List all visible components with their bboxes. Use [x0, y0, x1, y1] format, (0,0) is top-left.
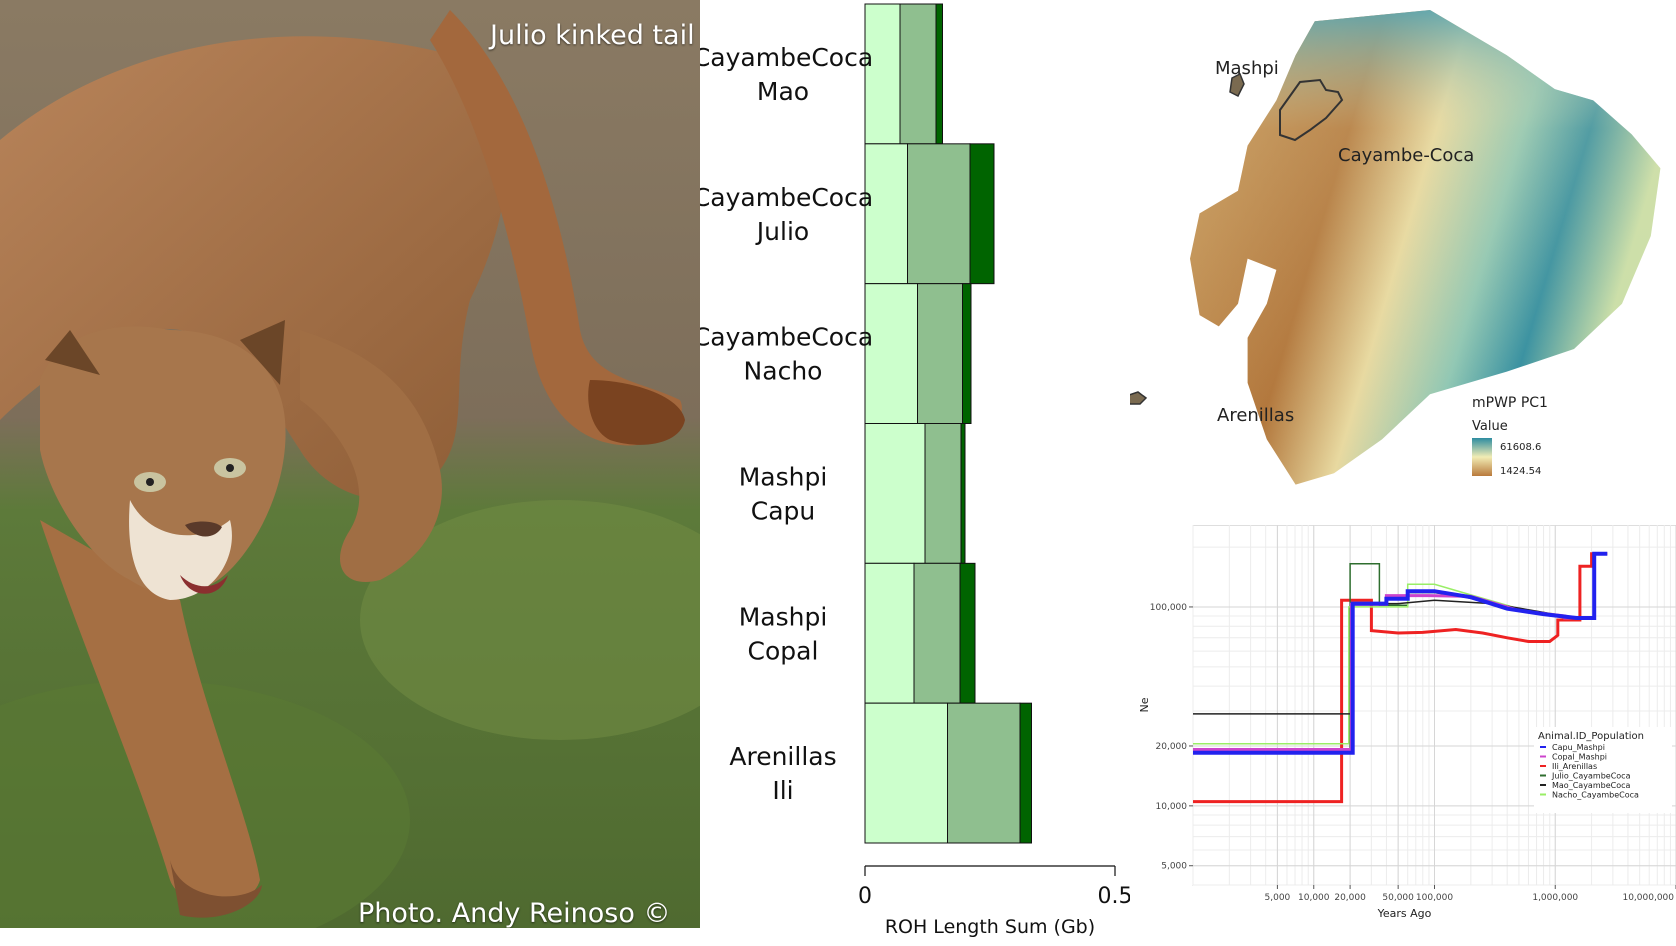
roh-bar-segment	[899, 3, 937, 145]
psmc-y-tick-label: 100,000	[1150, 603, 1187, 613]
psmc-x-tick-label: 10,000	[1298, 893, 1330, 903]
photo-title: Julio kinked tail	[490, 20, 695, 51]
roh-category-label: Copal	[748, 636, 819, 665]
psmc-legend-entry: Ili_Arenillas	[1552, 762, 1597, 771]
roh-category-label: Mashpi	[739, 602, 828, 631]
roh-category-label: Ili	[772, 776, 793, 805]
psmc-x-tick-label: 1,000,000	[1532, 893, 1578, 903]
roh-bar-segment	[864, 3, 901, 145]
roh-bar-chart: CayambeCoca Mao CayambeCoca Julio CayambeCoc…	[693, 0, 1133, 942]
roh-bar-segment	[935, 3, 943, 145]
roh-category-label: Capu	[751, 496, 816, 525]
map-label-arenillas: Arenillas	[1217, 405, 1294, 426]
roh-bar-segment	[947, 702, 1021, 844]
roh-bar-segment	[913, 562, 961, 704]
roh-bar-segment	[864, 562, 915, 704]
roh-category-label: CayambeCoca	[700, 43, 873, 72]
map-label-cayambe-coca: Cayambe-Coca	[1338, 145, 1474, 166]
psmc-y-axis-label: Ne	[1138, 697, 1151, 712]
psmc-series-line	[1193, 583, 1556, 745]
legend-subtitle: Value	[1472, 419, 1508, 434]
legend-colorbar	[1472, 438, 1492, 476]
roh-bar-segment	[959, 562, 976, 704]
psmc-x-tick-label: 50,000	[1382, 893, 1414, 903]
psmc-chart-svg: 5,000 10,000 20,000 50,000 100,000 1,000,000 1…	[1138, 524, 1676, 920]
mashpi-area	[1229, 72, 1245, 98]
roh-bar-segment	[960, 423, 966, 564]
roh-category-label: CayambeCoca	[700, 183, 873, 212]
legend-max-label: 61608.6	[1500, 442, 1541, 453]
roh-bar-segment	[864, 423, 926, 564]
psmc-line-chart: 5,000 10,000 20,000 50,000 100,000 1,000,000 1…	[1130, 524, 1676, 942]
psmc-y-tick-label: 5,000	[1161, 862, 1187, 872]
psmc-series-line	[1193, 551, 1608, 755]
puma-illustration	[0, 0, 700, 928]
roh-x-axis-label: ROH Length Sum (Gb)	[885, 916, 1095, 938]
roh-chart-svg: CayambeCoca Mao CayambeCoca Julio CayambeCoc…	[693, 3, 1133, 938]
roh-bar-segment	[864, 283, 918, 424]
psmc-legend-entry: Capu_Mashpi	[1552, 743, 1605, 752]
roh-category-label: Arenillas	[729, 742, 836, 771]
photo-credit: Photo. Andy Reinoso ©	[358, 898, 671, 928]
roh-category-label: Julio	[755, 217, 809, 246]
psmc-x-tick-label: 5,000	[1265, 893, 1291, 903]
roh-category-label: Nacho	[744, 357, 823, 386]
legend-min-label: 1424.54	[1500, 466, 1541, 477]
roh-bar-segment	[969, 143, 995, 285]
psmc-legend-title: Animal.ID_Population	[1538, 731, 1644, 742]
roh-bar-segment	[962, 283, 972, 424]
legend-title: mPWP PC1	[1472, 395, 1548, 411]
pwp-map: Mashpi Cayambe-Coca Arenillas mPWP PC1 V…	[1124, 0, 1676, 525]
psmc-legend-entry: Nacho_CayambeCoca	[1552, 791, 1639, 800]
cayambe-coca-area	[1279, 78, 1344, 142]
map-svg: Mashpi Cayambe-Coca Arenillas mPWP PC1 V…	[1124, 10, 1661, 485]
roh-bar-segment	[907, 143, 971, 285]
psmc-series-line	[1193, 552, 1608, 804]
roh-bar-segment	[864, 702, 948, 844]
roh-x-tick-label: 0	[858, 884, 872, 909]
psmc-x-tick-label: 10,000,000	[1622, 893, 1674, 903]
roh-x-tick-label: 0.5	[1098, 884, 1131, 909]
roh-bar-segment	[924, 423, 962, 564]
psmc-legend-entry: Copal_Mashpi	[1552, 753, 1607, 762]
roh-bar-segment	[1019, 702, 1032, 844]
puma-photo: Julio kinked tail Photo. Andy Reinoso ©	[0, 0, 700, 928]
psmc-legend-box	[1534, 727, 1672, 813]
map-label-mashpi: Mashpi	[1215, 58, 1279, 79]
roh-category-label: CayambeCoca	[700, 323, 873, 352]
roh-category-label: Mao	[757, 77, 809, 106]
roh-category-label: Mashpi	[739, 462, 828, 491]
roh-bar-segment	[917, 283, 963, 424]
psmc-x-tick-label: 100,000	[1416, 893, 1453, 903]
psmc-y-tick-label: 10,000	[1156, 802, 1188, 812]
psmc-x-tick-label: 20,000	[1334, 893, 1366, 903]
roh-bar-segment	[864, 143, 908, 285]
psmc-x-axis-label: Years Ago	[1377, 907, 1432, 920]
psmc-y-tick-label: 20,000	[1156, 742, 1188, 752]
psmc-legend-entry: Julio_CayambeCoca	[1551, 772, 1631, 781]
arenillas-area	[1124, 391, 1148, 405]
psmc-legend-entry: Mao_CayambeCoca	[1552, 781, 1630, 790]
